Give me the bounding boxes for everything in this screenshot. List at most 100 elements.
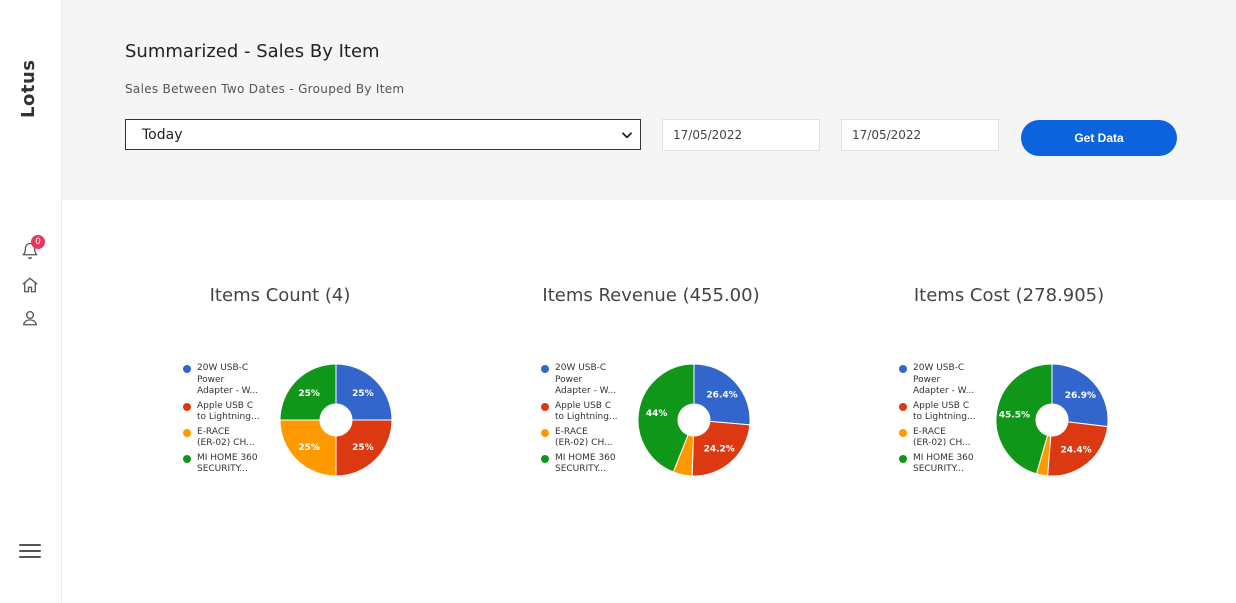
legend-label: E-RACE [913,426,946,437]
date-to-value: 17/05/2022 [852,128,922,142]
brand-logo[interactable]: Lotus [18,59,39,118]
legend-item: MI HOME 360 SECURITY... [541,453,631,476]
legend-swatch [541,365,549,373]
chevron-down-icon [622,132,632,139]
pie-slice[interactable] [995,363,1053,475]
legend-label: Power [913,374,941,385]
page-title: Summarized - Sales By Item [125,41,380,62]
slice-label: 45.5% [999,411,1030,421]
legend-label: SECURITY... [197,464,248,474]
legend-label: MI HOME 360 [555,452,616,463]
legend-label: (ER-02) CH... [197,438,255,448]
legend-label: (ER-02) CH... [555,438,613,448]
legend-swatch [899,365,907,373]
date-from-input[interactable]: 17/05/2022 [662,119,820,151]
pie-slice[interactable] [279,363,337,421]
pie-slice[interactable] [691,420,751,477]
pie-slice[interactable] [335,419,393,477]
legend-swatch [899,428,907,437]
legend-label: Apple USB C [197,400,254,411]
date-to-input[interactable]: 17/05/2022 [841,119,999,151]
page-subtitle: Sales Between Two Dates - Grouped By Ite… [125,82,405,96]
pie-slice[interactable] [693,363,751,426]
legend-label: Apple USB C [913,400,970,411]
legend-item: 20W USB-C Power Adapter - W... [899,363,989,398]
slice-label: 25% [298,443,320,453]
legend-label: Apple USB C [555,400,612,411]
chart-items-revenue: Items Revenue (455.00) 20W USB-C Power Ada… [541,285,881,505]
legend-item: 20W USB-C Power Adapter - W... [183,363,273,398]
legend-item: 20W USB-C Power Adapter - W... [541,363,631,398]
slice-label: 26.4% [706,390,737,400]
legend-label: 20W USB-C [197,363,249,373]
sidebar: Lotus 0 [0,0,62,603]
pie-chart: 26.4% 24.2% 44% [637,363,751,477]
bell-icon[interactable] [20,241,40,261]
pie-slice[interactable] [335,363,393,421]
period-select[interactable]: Today [125,119,641,150]
slice-label: 24.4% [1060,445,1091,455]
get-data-button[interactable]: Get Data [1021,120,1177,156]
chart-title: Items Cost (278.905) [913,285,1105,306]
legend-swatch [183,454,191,463]
legend-label: E-RACE [555,426,588,437]
home-icon[interactable] [20,275,40,295]
period-select-value: Today [142,126,183,143]
legend-label: Adapter - W... [555,386,617,396]
slice-label: 25% [352,389,374,399]
pie-slice[interactable] [1047,421,1109,477]
slice-label: 26.9% [1065,391,1096,401]
pie-chart: 26.9% 24.4% 45.5% [995,363,1109,477]
legend-label: SECURITY... [555,464,606,474]
legend-swatch [899,402,907,411]
legend-label: 20W USB-C [913,363,965,373]
legend-label: Power [197,374,225,385]
date-from-value: 17/05/2022 [673,128,743,142]
chart-title: Items Revenue (455.00) [542,285,760,306]
legend-label: (ER-02) CH... [913,438,971,448]
legend-label: 20W USB-C [555,363,607,373]
legend-item: E-RACE (ER-02) CH... [541,427,631,450]
legend-label: to Lightning... [197,412,260,422]
pie-slice[interactable] [279,419,337,477]
notification-badge: 0 [31,235,45,249]
legend-label: to Lightning... [913,412,976,422]
legend-item: E-RACE (ER-02) CH... [183,427,273,450]
legend-item: MI HOME 360 SECURITY... [183,453,273,476]
slice-label: 25% [298,389,320,399]
legend-swatch [899,454,907,463]
legend-label: to Lightning... [555,412,618,422]
legend-swatch [541,454,549,463]
chart-items-cost: Items Cost (278.905) 20W USB-C Power Adapt… [899,285,1236,505]
legend-swatch [183,365,191,373]
pie-slice[interactable] [637,363,695,473]
slice-label: 24.2% [704,444,735,454]
chart-items-count: Items Count (4) 20W USB-C Power Adapter - … [183,285,523,505]
chart-title: Items Count (4) [209,285,351,306]
legend-label: MI HOME 360 [913,452,974,463]
pie-chart: 25% 25% 25% 25% [279,363,393,477]
legend-label: Adapter - W... [913,386,975,396]
legend-label: SECURITY... [913,464,964,474]
legend-swatch [541,428,549,437]
legend-swatch [183,428,191,437]
legend-label: E-RACE [197,426,230,437]
legend-label: Adapter - W... [197,386,259,396]
legend-label: Power [555,374,583,385]
pie-slice[interactable] [1051,363,1109,428]
user-icon[interactable] [20,308,40,328]
filter-panel: Summarized - Sales By Item Sales Between… [62,0,1236,200]
legend-swatch [183,402,191,411]
legend-item: E-RACE (ER-02) CH... [899,427,989,450]
slice-label: 44% [646,409,668,419]
legend-label: MI HOME 360 [197,452,258,463]
legend-swatch [541,402,549,411]
hamburger-menu-icon[interactable] [19,543,41,559]
